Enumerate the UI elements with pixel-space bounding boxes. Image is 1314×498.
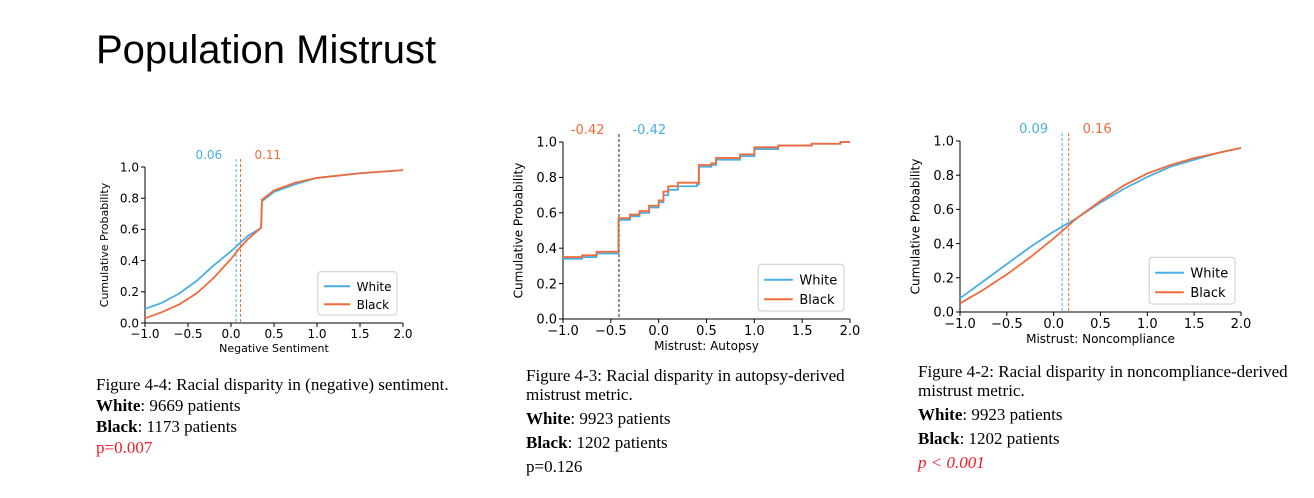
white-count-line: White: 9923 patients [918,404,1298,425]
x-tick-label: 2.0 [393,327,412,341]
x-tick-label: 1.0 [744,324,765,339]
series-line-black [144,169,404,320]
y-tick-label: 1.0 [120,160,139,174]
page-title: Population Mistrust [96,28,437,72]
x-tick-label: −0.5 [173,327,202,341]
y-tick-label: 0.8 [536,171,557,186]
y-tick-label: 0.2 [120,285,139,299]
series-line-white [959,146,1242,300]
y-axis-label: Cumulative Probability [909,159,923,295]
black-count-line: Black: 1173 patients [96,416,516,437]
figure-caption-4-4: Figure 4-4: Racial disparity in (negativ… [96,374,516,458]
legend-label-white: White [357,280,392,294]
x-tick-label: −0.5 [595,324,627,339]
y-tick-label: 0.8 [933,169,954,184]
x-tick-label: −1.0 [944,317,976,332]
y-tick-label: 0.8 [120,192,139,206]
black-label: Black [918,429,960,448]
x-axis-label: Mistrust: Noncompliance [1026,332,1175,346]
y-tick-label: 0.4 [120,254,139,268]
y-tick-label: 0.0 [536,313,557,328]
y-tick-label: 0.4 [536,242,557,257]
black-count: : 1202 patients [567,433,668,452]
x-tick-label: 2.0 [1231,317,1252,332]
black-label: Black [96,417,138,436]
x-tick-label: 2.0 [840,324,861,339]
x-tick-label: −1.0 [547,324,579,339]
legend-label-black: Black [357,298,390,312]
x-axis-label: Negative Sentiment [219,342,329,355]
y-tick-label: 0.2 [933,271,954,286]
figure-caption-4-2: Figure 4-2: Racial disparity in noncompl… [918,362,1298,473]
white-count-line: White: 9923 patients [526,408,856,429]
y-tick-label: 0.6 [120,223,139,237]
y-axis-label: Cumulative Probability [512,163,526,299]
black-count-line: Black: 1202 patients [918,428,1298,449]
x-tick-label: 1.5 [792,324,813,339]
threshold-label-black: 0.11 [254,148,281,162]
x-tick-label: 0.5 [1090,317,1111,332]
white-count: : 9923 patients [570,409,671,428]
threshold-label-black: 0.16 [1083,122,1112,137]
caption-text: Figure 4-3: Racial disparity in autopsy-… [526,366,845,404]
series-line-black [959,146,1242,305]
y-tick-label: 0.6 [933,203,954,218]
white-label: White [96,396,141,415]
x-tick-label: 1.0 [1137,317,1158,332]
y-axis-label: Cumulative Probability [98,182,111,307]
white-label: White [526,409,571,428]
x-tick-label: 0.0 [648,324,669,339]
black-label: Black [526,433,568,452]
x-tick-label: 1.5 [1184,317,1205,332]
x-axis-label: Mistrust: Autopsy [654,339,759,353]
p-value: p=0.126 [526,457,583,476]
threshold-label-white: -0.42 [632,123,666,138]
figure-caption-4-3: Figure 4-3: Racial disparity in autopsy-… [526,366,856,477]
legend-label-white: White [799,274,837,289]
series-line-black [563,141,850,258]
white-count: : 9923 patients [962,405,1063,424]
x-tick-label: −1.0 [130,327,159,341]
p-value: p < 0.001 [918,453,985,472]
white-count-line: White: 9669 patients [96,395,516,416]
y-tick-label: 0.2 [536,277,557,292]
legend-label-black: Black [1190,286,1226,301]
threshold-label-white: 0.09 [1019,122,1048,137]
y-tick-label: 0.0 [120,316,139,330]
p-value: p=0.007 [96,438,153,457]
caption-text: Figure 4-2: Racial disparity in noncompl… [918,362,1288,400]
x-tick-label: 1.5 [350,327,369,341]
caption-text: Figure 4-4: Racial disparity in (negativ… [96,375,449,394]
x-tick-label: 0.5 [696,324,717,339]
y-tick-label: 1.0 [536,136,557,151]
y-tick-label: 1.0 [933,135,954,150]
x-tick-label: 0.0 [1043,317,1064,332]
x-tick-label: 0.0 [221,327,240,341]
legend-label-white: White [1190,267,1228,282]
x-tick-label: 1.0 [307,327,326,341]
y-tick-label: 0.4 [933,237,954,252]
white-count: : 9669 patients [140,396,241,415]
black-count: : 1202 patients [959,429,1060,448]
legend-label-black: Black [799,293,835,308]
threshold-label-black: -0.42 [571,123,605,138]
threshold-label-white: 0.06 [195,148,222,162]
y-tick-label: 0.6 [536,206,557,221]
y-tick-label: 0.0 [933,306,954,321]
black-count-line: Black: 1202 patients [526,432,856,453]
white-label: White [918,405,963,424]
x-tick-label: −0.5 [991,317,1023,332]
black-count: : 1173 patients [137,417,238,436]
x-tick-label: 0.5 [264,327,283,341]
